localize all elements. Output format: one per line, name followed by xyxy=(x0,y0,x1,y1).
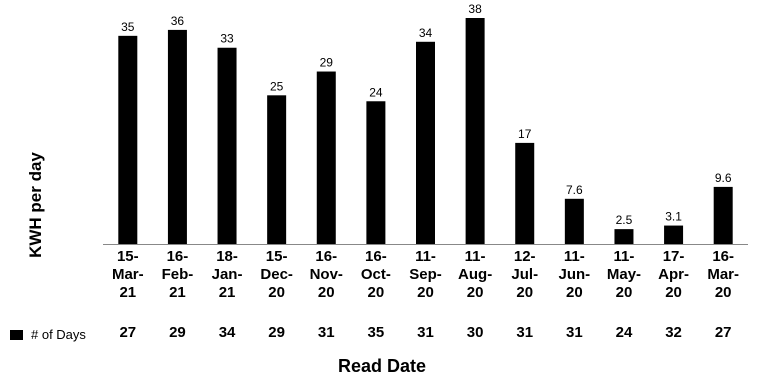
tick-label-line: Oct- xyxy=(361,266,391,283)
tick-label-12: 16-Mar-20 xyxy=(707,248,739,301)
data-label-9: 7.6 xyxy=(566,183,583,197)
tick-label-line: 16- xyxy=(315,248,337,265)
tick-label-line: Nov- xyxy=(310,266,343,283)
tick-label-line: 20 xyxy=(566,284,583,301)
tick-label-line: 11- xyxy=(564,248,585,265)
data-label-2: 33 xyxy=(220,32,234,46)
tick-label-line: 12- xyxy=(514,248,536,265)
days-value-0: 27 xyxy=(119,324,137,341)
days-value-11: 32 xyxy=(665,324,682,341)
days-value-10: 24 xyxy=(615,324,633,341)
days-value-4: 31 xyxy=(317,324,335,341)
tick-label-line: 20 xyxy=(318,284,335,301)
tick-label-10: 11-May-20 xyxy=(607,248,641,301)
data-label-4: 29 xyxy=(320,56,334,70)
x-axis-title: Read Date xyxy=(337,356,427,376)
tick-label-8: 12-Jul-20 xyxy=(511,248,538,301)
tick-label-line: Mar- xyxy=(707,266,739,283)
tick-label-6: 11-Sep-20 xyxy=(409,248,442,301)
tick-label-line: 20 xyxy=(268,284,285,301)
days-value-3: 29 xyxy=(268,324,285,341)
data-label-3: 25 xyxy=(270,79,284,93)
days-value-1: 29 xyxy=(169,324,186,341)
bar-7 xyxy=(465,18,485,244)
bar-1 xyxy=(167,29,187,244)
tick-label-1: 16-Feb-21 xyxy=(162,248,194,301)
tick-label-line: 21 xyxy=(169,284,186,301)
tick-label-line: 11- xyxy=(614,248,635,265)
tick-label-line: 20 xyxy=(616,284,633,301)
tick-label-5: 16-Oct-20 xyxy=(361,248,391,301)
bar-4 xyxy=(316,71,336,245)
bar-11 xyxy=(664,225,684,244)
bar-10 xyxy=(614,229,634,244)
tick-label-line: 15- xyxy=(266,248,288,265)
data-label-7: 38 xyxy=(468,2,482,16)
tick-label-3: 15-Dec-20 xyxy=(260,248,293,301)
days-value-7: 30 xyxy=(466,324,484,341)
tick-label-7: 11-Aug-20 xyxy=(458,248,492,301)
bar-9 xyxy=(564,198,584,244)
data-label-0: 35 xyxy=(121,20,135,34)
bar-6 xyxy=(416,41,435,244)
bar-5 xyxy=(366,101,386,245)
tick-label-line: 17- xyxy=(663,248,685,265)
tick-label-line: 21 xyxy=(119,284,136,301)
bar-0 xyxy=(118,35,138,245)
tick-label-line: Sep- xyxy=(409,266,442,283)
data-label-1: 36 xyxy=(171,14,185,28)
tick-label-line: 20 xyxy=(467,284,484,301)
legend-swatch xyxy=(10,329,23,340)
tick-label-line: May- xyxy=(607,266,641,283)
days-value-6: 31 xyxy=(417,324,434,341)
tick-label-line: 21 xyxy=(219,284,236,301)
tick-label-9: 11-Jun-20 xyxy=(559,248,591,301)
tick-label-line: 11- xyxy=(415,248,436,265)
data-label-10: 2.5 xyxy=(616,213,633,227)
days-value-5: 35 xyxy=(367,324,385,341)
days-value-8: 31 xyxy=(516,324,534,341)
tick-label-line: 20 xyxy=(665,284,682,301)
tick-label-line: Feb- xyxy=(162,266,194,283)
tick-label-line: 16- xyxy=(365,248,387,265)
days-value-9: 31 xyxy=(566,324,583,341)
y-axis-title: KWH per day xyxy=(26,152,45,258)
tick-label-line: 15- xyxy=(117,248,139,265)
days-table-label: # of Days xyxy=(31,327,86,342)
tick-label-line: Dec- xyxy=(260,266,293,283)
bar-2 xyxy=(217,47,237,244)
days-value-12: 27 xyxy=(714,324,732,341)
tick-label-line: Mar- xyxy=(112,266,144,283)
tick-label-line: 20 xyxy=(368,284,385,301)
tick-label-line: Jun- xyxy=(559,266,591,283)
data-label-11: 3.1 xyxy=(665,210,682,224)
days-table-legend: # of Days xyxy=(10,327,86,342)
data-label-5: 24 xyxy=(369,85,383,99)
tick-label-line: 16- xyxy=(167,248,189,265)
tick-label-line: Jan- xyxy=(212,266,243,283)
tick-label-0: 15-Mar-21 xyxy=(112,248,144,301)
tick-label-11: 17-Apr-20 xyxy=(658,248,689,301)
tick-label-line: 20 xyxy=(516,284,533,301)
tick-label-line: Apr- xyxy=(658,266,689,283)
tick-label-line: 18- xyxy=(216,248,238,265)
tick-label-line: Aug- xyxy=(458,266,492,283)
tick-label-line: 20 xyxy=(715,284,732,301)
days-value-2: 34 xyxy=(218,324,236,341)
bar-12 xyxy=(713,186,733,244)
tick-label-4: 16-Nov-20 xyxy=(310,248,343,301)
tick-label-2: 18-Jan-21 xyxy=(212,248,243,301)
data-label-6: 34 xyxy=(419,26,433,40)
bar-3 xyxy=(267,95,287,244)
tick-label-line: 16- xyxy=(712,248,734,265)
bar-8 xyxy=(515,142,535,244)
tick-label-line: 20 xyxy=(417,284,434,301)
data-label-8: 17 xyxy=(518,127,532,141)
data-label-12: 9.6 xyxy=(715,171,732,185)
tick-label-line: 11- xyxy=(465,248,486,265)
tick-label-line: Jul- xyxy=(511,266,538,283)
